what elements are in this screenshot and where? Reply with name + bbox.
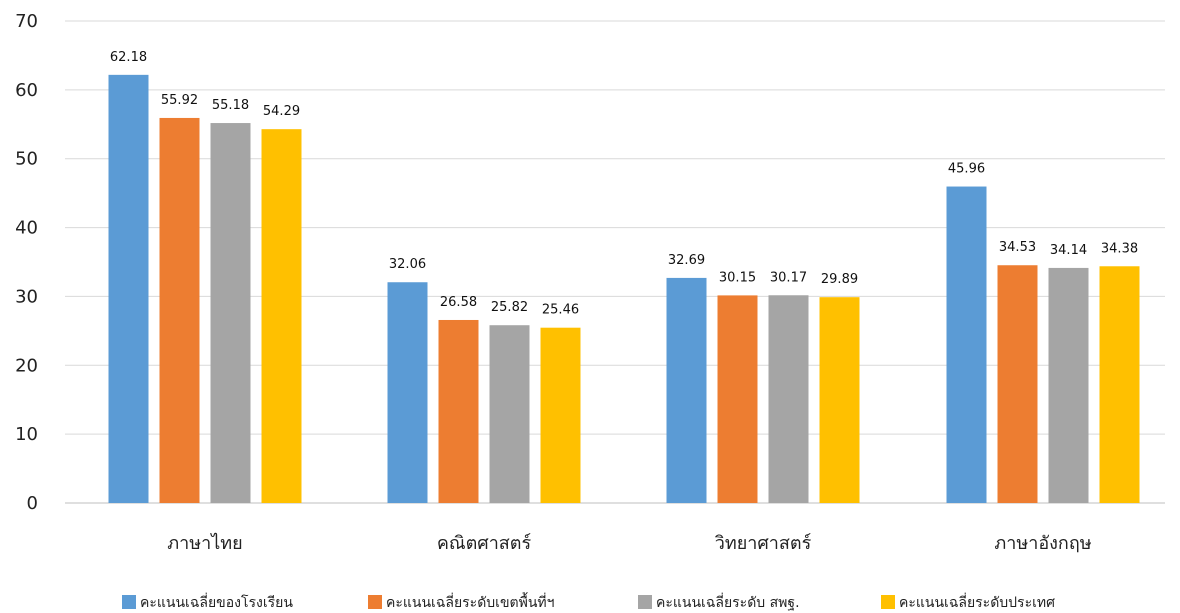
legend-label: คะแนนเฉลี่ยระดับ สพฐ. bbox=[656, 593, 800, 611]
data-label: 25.46 bbox=[542, 303, 579, 318]
data-label: 54.29 bbox=[263, 104, 300, 119]
y-tick-label: 70 bbox=[15, 11, 38, 32]
bar bbox=[1048, 267, 1089, 503]
bar bbox=[666, 277, 707, 503]
legend-label: คะแนนเฉลี่ยระดับประเทศ bbox=[899, 593, 1055, 611]
bar bbox=[1099, 266, 1140, 503]
x-axis: ภาษาไทย คณิตศาสตร์ วิทยาศาสตร์ ภาษาอังกฤษ bbox=[167, 532, 1091, 554]
category-label: ภาษาอังกฤษ bbox=[994, 533, 1091, 554]
data-label: 30.15 bbox=[719, 270, 756, 285]
bar bbox=[489, 325, 530, 503]
bar bbox=[387, 282, 428, 503]
legend-swatch bbox=[881, 595, 895, 609]
bar bbox=[946, 186, 987, 503]
legend: คะแนนเฉลี่ยของโรงเรียน คะแนนเฉลี่ยระดับเข… bbox=[122, 592, 1055, 611]
data-label: 55.18 bbox=[212, 98, 249, 113]
legend-swatch bbox=[638, 595, 652, 609]
data-label: 26.58 bbox=[440, 295, 477, 310]
bar bbox=[540, 327, 581, 503]
y-tick-label: 10 bbox=[15, 424, 38, 445]
data-label: 32.06 bbox=[389, 257, 426, 272]
bar bbox=[997, 265, 1038, 503]
legend-label: คะแนนเฉลี่ยของโรงเรียน bbox=[140, 593, 293, 611]
y-tick-label: 50 bbox=[15, 149, 38, 170]
data-label: 45.96 bbox=[948, 162, 985, 177]
data-label: 34.38 bbox=[1101, 241, 1138, 256]
bar bbox=[438, 319, 479, 503]
y-tick-label: 40 bbox=[15, 218, 38, 239]
data-label: 34.53 bbox=[999, 240, 1036, 255]
bars bbox=[108, 74, 1140, 504]
data-label: 25.82 bbox=[491, 300, 528, 315]
data-label: 34.14 bbox=[1050, 243, 1087, 258]
y-tick-label: 20 bbox=[15, 355, 38, 376]
legend-swatch bbox=[368, 595, 382, 609]
y-tick-label: 30 bbox=[15, 286, 38, 307]
bar bbox=[717, 295, 758, 503]
bar bbox=[768, 295, 809, 503]
data-label: 55.92 bbox=[161, 93, 198, 108]
bar bbox=[819, 297, 860, 503]
data-label: 30.17 bbox=[770, 270, 807, 285]
legend-swatch bbox=[122, 595, 136, 609]
bar bbox=[159, 117, 200, 503]
data-label: 62.18 bbox=[110, 50, 147, 65]
y-axis: 0 10 20 30 40 50 60 70 bbox=[15, 11, 38, 514]
legend-label: คะแนนเฉลี่ยระดับเขตพื้นที่ฯ bbox=[386, 592, 555, 611]
y-tick-label: 60 bbox=[15, 80, 38, 101]
category-label: คณิตศาสตร์ bbox=[437, 533, 532, 554]
bar bbox=[210, 123, 251, 503]
category-label: วิทยาศาสตร์ bbox=[715, 533, 812, 554]
category-label: ภาษาไทย bbox=[167, 532, 242, 554]
data-label: 29.89 bbox=[821, 272, 858, 287]
bar bbox=[108, 74, 149, 503]
y-tick-label: 0 bbox=[27, 493, 38, 514]
bar bbox=[261, 129, 302, 504]
data-labels: 62.18 55.92 55.18 54.29 32.06 26.58 25.82 25.46… bbox=[110, 50, 1138, 318]
data-label: 32.69 bbox=[668, 253, 705, 268]
